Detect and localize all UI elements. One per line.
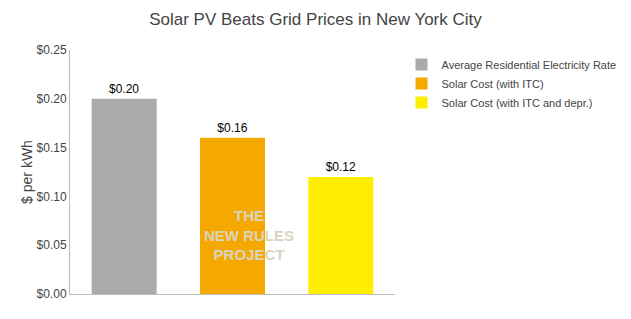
svg-text:Solar PV Beats Grid Prices in: Solar PV Beats Grid Prices in New York C… [149,10,482,29]
svg-text:$0.05: $0.05 [37,238,67,252]
svg-text:$0.10: $0.10 [37,190,67,204]
svg-text:$0.00: $0.00 [37,287,67,301]
svg-text:$0.25: $0.25 [37,43,67,57]
svg-text:Solar Cost (with ITC): Solar Cost (with ITC) [442,78,544,90]
svg-text:$ per kWh: $ per kWh [19,140,35,204]
svg-text:$0.16: $0.16 [217,121,247,135]
svg-text:THENEW RULESPROJECT: THENEW RULESPROJECT [204,207,294,263]
svg-text:$0.20: $0.20 [37,92,67,106]
svg-text:Average Residential Electricit: Average Residential Electricity Rate [442,59,617,71]
svg-text:$0.12: $0.12 [326,160,356,174]
svg-text:$0.15: $0.15 [37,141,67,155]
svg-text:Solar Cost (with ITC and depr.: Solar Cost (with ITC and depr.) [442,97,593,109]
svg-text:$0.20: $0.20 [109,82,139,96]
